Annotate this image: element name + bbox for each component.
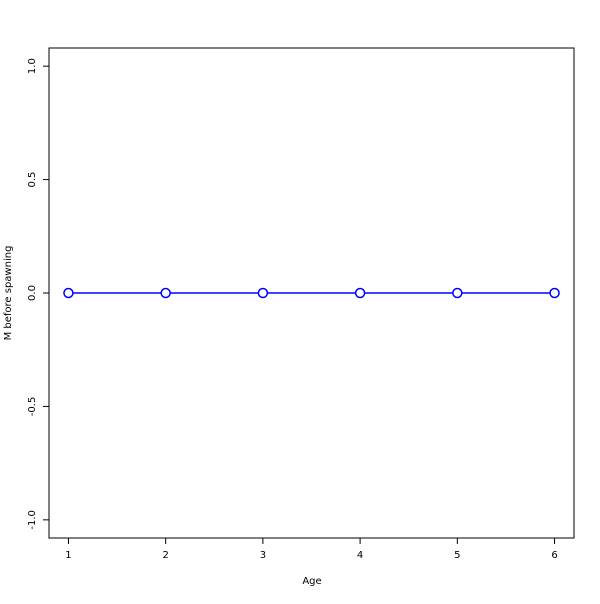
y-axis-label: M before spawning — [3, 246, 14, 341]
y-tick-label: 0.0 — [27, 285, 38, 301]
y-tick-label: -1.0 — [27, 510, 38, 530]
data-point — [160, 287, 171, 299]
x-tick-label: 4 — [357, 550, 363, 561]
x-tick-label: 3 — [260, 550, 266, 561]
x-axis-label: Age — [302, 576, 321, 587]
y-tick-label: -0.5 — [27, 397, 38, 417]
data-point — [354, 287, 366, 299]
data-point — [452, 287, 463, 299]
x-tick-label: 5 — [454, 550, 460, 561]
data-point — [257, 287, 269, 299]
x-tick-label: 1 — [65, 550, 71, 561]
x-axis: 1 2 3 4 5 6 — [65, 538, 558, 561]
x-tick-label: 2 — [162, 550, 168, 561]
y-tick-label: 0.5 — [27, 172, 38, 188]
y-axis: -1.0 -0.5 0.0 0.5 1.0 — [27, 58, 49, 530]
data-point — [549, 287, 560, 299]
x-tick-label: 6 — [551, 550, 557, 561]
data-point — [63, 287, 74, 299]
y-tick-label: 1.0 — [27, 58, 38, 74]
series — [63, 287, 560, 299]
